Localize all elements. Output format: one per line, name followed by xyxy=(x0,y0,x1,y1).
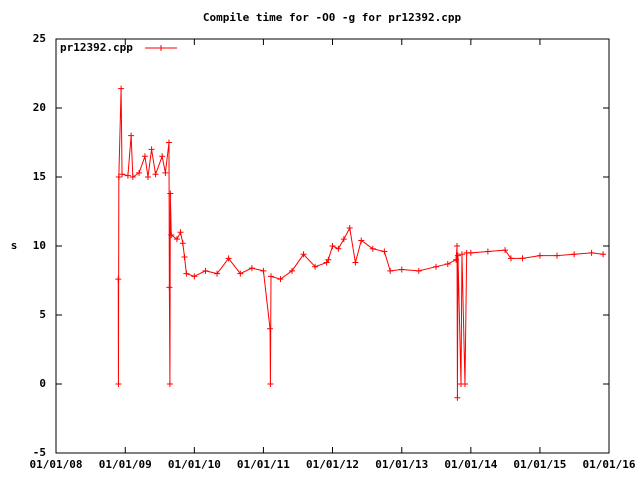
y-tick-label: -5 xyxy=(33,446,46,459)
point xyxy=(289,267,295,274)
x-tick-label: 01/01/13 xyxy=(375,458,428,471)
point xyxy=(168,231,175,238)
point xyxy=(381,248,388,255)
point xyxy=(312,263,319,270)
y-tick-label: 20 xyxy=(33,101,46,114)
point xyxy=(128,132,135,139)
point xyxy=(173,236,180,243)
point xyxy=(144,174,151,180)
point xyxy=(248,265,255,272)
point xyxy=(467,249,474,256)
point xyxy=(461,381,468,387)
point xyxy=(214,270,221,277)
y-tick-label: 0 xyxy=(39,377,46,390)
point xyxy=(507,255,514,262)
point xyxy=(267,325,274,332)
point xyxy=(387,267,394,274)
point xyxy=(115,174,122,180)
point xyxy=(454,243,461,249)
point xyxy=(202,267,209,274)
point xyxy=(129,174,136,180)
point xyxy=(352,259,359,266)
point xyxy=(267,381,274,387)
point xyxy=(152,171,159,178)
point xyxy=(453,256,460,263)
point xyxy=(148,146,155,153)
point xyxy=(277,276,284,283)
legend-marker xyxy=(158,45,164,51)
point xyxy=(300,251,307,258)
point xyxy=(165,139,172,146)
x-tick-label: 01/01/08 xyxy=(30,458,83,471)
point xyxy=(329,243,336,249)
x-tick-label: 01/01/15 xyxy=(513,458,566,471)
point xyxy=(588,249,595,256)
y-tick-label: 5 xyxy=(39,308,46,321)
point xyxy=(536,252,543,259)
point xyxy=(358,237,365,244)
series-line xyxy=(117,88,604,398)
point xyxy=(433,263,440,270)
point xyxy=(340,236,347,243)
chart-title: Compile time for -O0 -g for pr12392.cpp xyxy=(203,11,462,24)
point xyxy=(191,273,198,280)
point xyxy=(346,225,353,232)
point xyxy=(571,251,578,258)
point xyxy=(237,270,244,277)
y-tick-label: 25 xyxy=(33,32,46,45)
point xyxy=(225,255,232,262)
legend-label: pr12392.cpp xyxy=(60,41,133,54)
x-tick-label: 01/01/09 xyxy=(99,458,152,471)
point xyxy=(484,248,491,255)
y-axis-label: s xyxy=(11,239,18,252)
x-tick-label: 01/01/16 xyxy=(583,458,636,471)
point xyxy=(181,254,188,261)
point xyxy=(179,240,186,247)
point xyxy=(166,284,173,291)
point xyxy=(369,245,376,252)
y-tick-label: 10 xyxy=(33,239,46,252)
point xyxy=(267,273,274,280)
point xyxy=(124,172,131,179)
point xyxy=(183,270,190,277)
y-tick-label: 15 xyxy=(33,170,46,183)
point xyxy=(115,381,122,387)
point xyxy=(325,256,332,263)
point xyxy=(141,153,148,160)
x-tick-label: 01/01/12 xyxy=(306,458,359,471)
point xyxy=(166,381,173,387)
x-tick-label: 01/01/14 xyxy=(444,458,497,471)
point xyxy=(119,171,126,178)
point xyxy=(167,190,174,197)
point xyxy=(177,229,184,236)
point xyxy=(519,255,526,262)
point xyxy=(335,245,342,252)
point xyxy=(458,251,465,258)
point xyxy=(118,85,125,92)
point xyxy=(454,394,461,401)
point xyxy=(115,276,122,283)
point xyxy=(600,251,607,258)
point xyxy=(159,153,166,160)
x-tick-label: 01/01/11 xyxy=(237,458,290,471)
point xyxy=(502,247,509,254)
point xyxy=(415,267,422,274)
point xyxy=(136,169,143,176)
point xyxy=(553,252,560,259)
point xyxy=(260,267,267,274)
x-tick-label: 01/01/10 xyxy=(168,458,221,471)
point xyxy=(444,260,451,267)
point xyxy=(162,169,169,176)
point xyxy=(398,266,405,273)
point xyxy=(454,252,461,259)
